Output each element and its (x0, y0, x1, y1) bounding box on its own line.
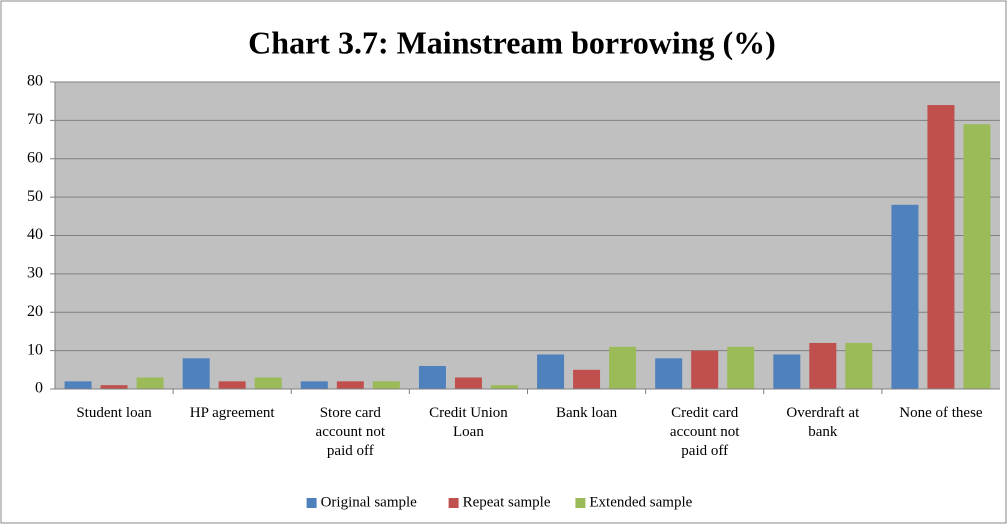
legend-label: Extended sample (589, 494, 692, 510)
bar (418, 365, 446, 389)
chart-title: Chart 3.7: Mainstream borrowing (%) (248, 24, 776, 60)
bar (691, 350, 719, 389)
y-tick-label: 40 (27, 226, 43, 243)
bar (963, 124, 991, 390)
x-tick-label: Bank loan (555, 405, 618, 421)
bar (809, 342, 837, 389)
x-tick-label: None of these (899, 405, 983, 421)
y-tick-label: 20 (27, 303, 43, 320)
y-tick-label: 70 (27, 111, 43, 128)
legend-swatch (575, 498, 586, 508)
y-tick-label: 10 (27, 341, 43, 358)
bar (609, 346, 637, 389)
bar (182, 358, 210, 389)
bar (537, 354, 565, 389)
x-tick-label: Credit card account not paid off (669, 405, 740, 459)
bar (655, 358, 683, 389)
x-tick-label: HP agreement (189, 405, 275, 421)
legend-swatch (306, 498, 317, 508)
bar (300, 381, 328, 389)
x-tick-label: Overdraft at bank (786, 405, 860, 440)
y-tick-label: 0 (35, 380, 43, 397)
bar (927, 105, 955, 390)
bar (136, 377, 164, 389)
y-tick-label: 50 (27, 188, 43, 205)
bar (64, 381, 92, 389)
bar (727, 346, 755, 389)
bar (845, 342, 873, 389)
y-tick-label: 60 (27, 149, 43, 166)
legend-swatch (448, 498, 459, 508)
x-tick-label: Credit Union Loan (429, 405, 508, 440)
bar (100, 385, 128, 389)
bar (891, 204, 919, 389)
bar (336, 381, 364, 389)
bar (490, 385, 518, 389)
bar (773, 354, 801, 389)
bar (454, 377, 482, 389)
bar (218, 381, 246, 389)
x-tick-label: Student loan (76, 405, 152, 421)
bar (372, 381, 400, 389)
y-tick-label: 80 (27, 73, 43, 90)
x-tick-label: Store card account not paid off (315, 405, 386, 459)
bar (573, 369, 601, 389)
bar (254, 377, 282, 389)
legend-label: Original sample (321, 494, 418, 510)
y-tick-label: 30 (27, 265, 43, 282)
legend-label: Repeat sample (463, 494, 551, 510)
